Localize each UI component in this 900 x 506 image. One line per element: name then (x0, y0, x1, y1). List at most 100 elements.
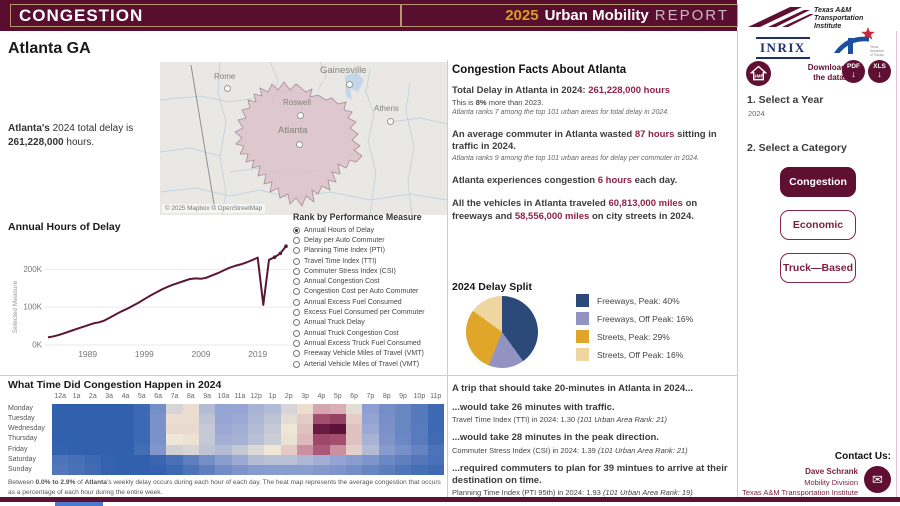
hour-label: 6p (350, 393, 358, 400)
umr-home-icon[interactable]: UMR (746, 61, 771, 86)
annual-delay-line-chart[interactable]: 0K 100K 200K 1989 1999 2009 2019 Selected Measu… (8, 233, 298, 373)
rank-option[interactable]: Annual Hours of Delay (293, 225, 447, 235)
heatmap-cell (247, 424, 265, 435)
heatmap-cell (313, 414, 330, 425)
radio-icon[interactable] (293, 339, 300, 347)
heatmap-day-labels: Monday Tuesday Wednesday Thursday Friday Satu… (8, 404, 45, 475)
heatmap-cell (296, 444, 314, 455)
heatmap-cell (52, 434, 69, 445)
heatmap-cell (264, 404, 281, 415)
radio-icon[interactable] (293, 226, 300, 234)
text-group: All the vehicles in Atlanta traveled 60,… (452, 198, 698, 222)
rank-option[interactable]: Commuter Stress Index (CSI) (293, 266, 447, 276)
heatmap-cell (198, 414, 216, 425)
heatmap-cell (345, 434, 363, 445)
radio-icon[interactable] (293, 257, 300, 265)
heatmap-cell (280, 444, 297, 455)
rank-option[interactable]: Annual Excess Truck Fuel Consumed (293, 338, 447, 348)
day-label: Sunday (8, 465, 32, 473)
heatmap-cell (133, 444, 150, 455)
delay-split-pie-chart[interactable] (466, 296, 538, 368)
radio-icon[interactable] (293, 309, 300, 317)
heatmap-cell (215, 464, 232, 475)
category-button-truck-based[interactable]: Truck—Based (780, 253, 856, 283)
rank-option[interactable]: Annual Truck Congestion Cost (293, 328, 447, 338)
rank-option[interactable]: Annual Excess Fuel Consumed (293, 297, 447, 307)
heatmap-cell (378, 464, 395, 475)
txdot-logo: Texas Department of Transportation (830, 26, 894, 60)
heatmap-cell (182, 424, 199, 435)
heatmap-cell (394, 404, 412, 415)
heatmap-cell (215, 444, 232, 455)
heatmap-cell (149, 444, 167, 455)
text-group: Atlanta experiences congestion 6 hours e… (452, 174, 678, 186)
heatmap-cell (215, 454, 232, 465)
rank-option[interactable]: Freeway Vehicle Miles of Travel (VMT) (293, 349, 447, 359)
heatmap-cell (133, 454, 150, 465)
radio-icon[interactable] (293, 278, 300, 286)
heatmap-cell (394, 454, 412, 465)
heatmap-cell (198, 444, 216, 455)
hour-label: 10a (217, 393, 230, 400)
vertical-divider-edge (896, 31, 897, 497)
radio-icon[interactable] (293, 267, 300, 275)
heatmap-cell (411, 454, 428, 465)
rank-option[interactable]: Travel Time Index (TTI) (293, 256, 447, 266)
heatmap-cell (280, 424, 297, 435)
map-attribution: © 2025 Mapbox © OpenStreetMap (162, 204, 266, 213)
text-group: ...would take 26 minutes with traffic. Tr… (452, 402, 667, 425)
legend-item: Streets, Peak: 29% (576, 330, 693, 343)
rank-option[interactable]: Arterial Vehicle Miles of Travel (VMT) (293, 359, 447, 369)
year-dropdown[interactable]: 2024 (748, 109, 765, 118)
envelope-icon[interactable]: ✉ (864, 466, 891, 493)
heatmap-cell (84, 424, 101, 435)
congestion-heatmap[interactable] (52, 404, 444, 475)
heatmap-cell (378, 424, 395, 435)
heatmap-cell (166, 444, 183, 455)
category-button-congestion[interactable]: Congestion (780, 167, 856, 197)
total-delay-summary: Atlanta's 2024 total delay is 261,228,00… (8, 123, 134, 148)
heatmap-cell (166, 454, 183, 465)
rank-option[interactable]: Excess Fuel Consumed per Commuter (293, 307, 447, 317)
rank-option[interactable]: Delay per Auto Commuter (293, 235, 447, 245)
category-button-economic[interactable]: Economic (780, 210, 856, 240)
heatmap-cell (52, 464, 69, 475)
heatmap-cell (427, 434, 444, 445)
map-city-label: Athens (374, 104, 399, 113)
radio-icon[interactable] (293, 247, 300, 255)
legend-item: Freeways, Off Peak: 16% (576, 312, 693, 325)
heatmap-cell (231, 424, 248, 435)
heatmap-cell (117, 424, 134, 435)
radio-icon[interactable] (293, 360, 300, 368)
rank-option[interactable]: Annual Congestion Cost (293, 276, 447, 286)
heatmap-cell (329, 454, 346, 465)
vertical-divider-right (737, 31, 738, 497)
svg-text:Selected Measure: Selected Measure (12, 280, 19, 333)
rank-option[interactable]: Planning Time Index (PTI) (293, 246, 447, 256)
horizontal-divider (0, 375, 737, 376)
atlanta-map[interactable]: Rome Gainesville Roswell Athens Atlanta © 20… (160, 62, 447, 215)
heatmap-cell (264, 454, 281, 465)
heatmap-cell (378, 404, 395, 415)
rank-option[interactable]: Annual Truck Delay (293, 318, 447, 328)
heatmap-cell (166, 404, 183, 415)
heatmap-cell (100, 424, 118, 435)
xls-download-icon[interactable]: XLS ↓ (868, 60, 891, 83)
tti-logo-line2: Transportation (814, 15, 863, 22)
heatmap-cell (133, 414, 150, 425)
heatmap-caption: Between 0.0% to 2.9% of Atlanta's weekly… (8, 479, 441, 496)
pdf-download-icon[interactable]: PDF ↓ (842, 60, 865, 83)
radio-icon[interactable] (293, 350, 300, 358)
radio-icon[interactable] (293, 298, 300, 306)
heatmap-cell (362, 404, 379, 415)
hour-label: 5a (137, 393, 146, 400)
heatmap-cell (100, 444, 118, 455)
rank-option[interactable]: Congestion Cost per Auto Commuter (293, 287, 447, 297)
contact-block: Dave Schrank Mobility Division Texas A&M… (730, 467, 858, 498)
radio-icon[interactable] (293, 329, 300, 337)
facts-groups: Total Delay in Atlanta in 2024: 261,228,… (452, 85, 738, 223)
radio-icon[interactable] (293, 236, 300, 244)
radio-icon[interactable] (293, 288, 300, 296)
heatmap-cell (231, 404, 248, 415)
radio-icon[interactable] (293, 319, 300, 327)
